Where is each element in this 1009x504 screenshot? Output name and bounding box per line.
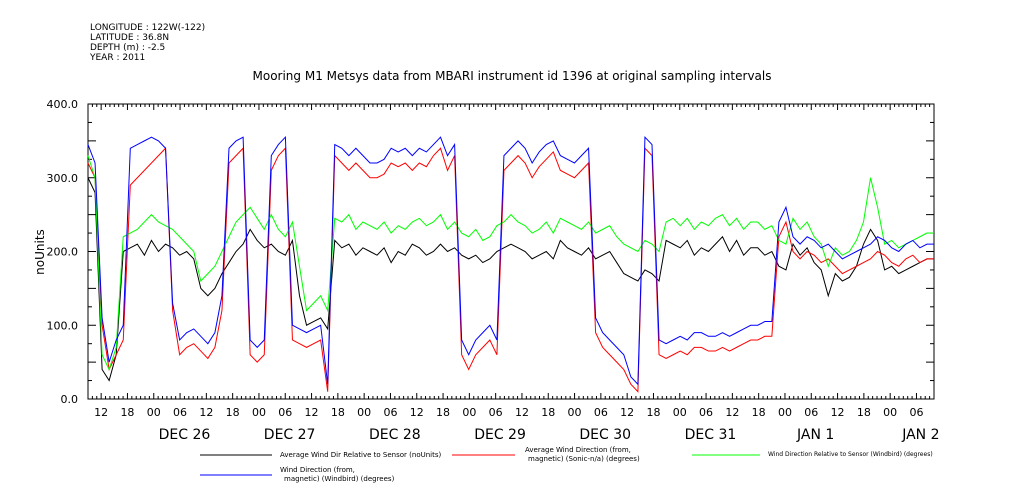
y-axis-label: noUnits [33, 229, 47, 275]
x-hour-label: 06 [594, 406, 608, 419]
x-hour-label: 00 [883, 406, 897, 419]
x-hour-label: 18 [226, 406, 240, 419]
x-hour-label: 00 [673, 406, 687, 419]
y-tick-label: 300.0 [47, 172, 79, 185]
series-line-2 [87, 155, 934, 371]
y-tick-label: 0.0 [61, 393, 79, 406]
legend-label-green: Wind Direction Relative to Sensor (Windb… [768, 451, 933, 458]
x-hour-label: 18 [541, 406, 555, 419]
axis-labels: 0.0 100.0 200.0 300.0 400.0 12 18 00 06 12 18 00 06 1… [47, 98, 940, 443]
x-hour-label: 00 [357, 406, 371, 419]
x-hour-label: 00 [147, 406, 161, 419]
x-hour-label: 12 [515, 406, 529, 419]
legend-label-blue-line1: Wind Direction (from, [280, 466, 355, 474]
series-line-0 [87, 177, 934, 382]
x-day-label: DEC 27 [264, 427, 316, 443]
x-hour-label: 12 [725, 406, 739, 419]
x-hour-label: 00 [568, 406, 582, 419]
x-hour-label: 06 [699, 406, 713, 419]
y-tick-label: 100.0 [47, 319, 79, 332]
y-tick-label: 200.0 [47, 246, 79, 259]
legend-label-blue-line2: magnetic) (Windbird) (degrees) [284, 475, 395, 483]
x-day-label: DEC 29 [474, 427, 526, 443]
x-hour-label: 06 [489, 406, 503, 419]
x-hour-label: 12 [199, 406, 213, 419]
y-tick-label: 400.0 [47, 98, 79, 111]
x-hour-label: 12 [620, 406, 634, 419]
x-hour-label: 18 [120, 406, 134, 419]
x-hour-label: 12 [410, 406, 424, 419]
x-hour-label: 18 [436, 406, 450, 419]
meta-depth: DEPTH (m) : -2.5 [90, 43, 165, 53]
x-day-label: DEC 26 [159, 427, 211, 443]
x-day-label: DEC 28 [369, 427, 421, 443]
meta-latitude: LATITUDE : 36.8N [90, 33, 169, 43]
x-hour-label: 06 [909, 406, 923, 419]
x-day-label: DEC 30 [579, 427, 631, 443]
axis-ticks [87, 103, 935, 400]
legend-label-black: Average Wind Dir Relative to Sensor (noU… [280, 451, 441, 459]
x-hour-label: 18 [857, 406, 871, 419]
plot-series [87, 135, 934, 393]
x-hour-label: 06 [804, 406, 818, 419]
x-hour-label: 18 [752, 406, 766, 419]
x-hour-label: 00 [252, 406, 266, 419]
x-hour-label: 00 [778, 406, 792, 419]
x-hour-label: 18 [646, 406, 660, 419]
x-day-label: DEC 31 [685, 427, 737, 443]
x-hour-label: 12 [305, 406, 319, 419]
chart-title: Mooring M1 Metsys data from MBARI instru… [253, 69, 772, 83]
x-day-label: JAN 1 [796, 427, 834, 443]
x-hour-label: 12 [94, 406, 108, 419]
legend-label-red-line1: Average Wind Direction (from, [525, 446, 631, 454]
x-hour-label: 06 [173, 406, 187, 419]
x-hour-label: 12 [831, 406, 845, 419]
x-hour-label: 06 [278, 406, 292, 419]
series-line-3 [87, 135, 934, 386]
legend: Average Wind Dir Relative to Sensor (noU… [200, 446, 933, 483]
x-hour-label: 00 [462, 406, 476, 419]
x-hour-label: 18 [331, 406, 345, 419]
series-line-1 [87, 147, 934, 393]
legend-label-red-line2: magnetic) (Sonic-n/a) (degrees) [528, 455, 640, 463]
x-day-label: JAN 2 [901, 427, 939, 443]
meta-longitude: LONGITUDE : 122W(-122) [90, 23, 205, 33]
x-hour-label: 06 [383, 406, 397, 419]
meta-year: YEAR : 2011 [89, 53, 145, 63]
